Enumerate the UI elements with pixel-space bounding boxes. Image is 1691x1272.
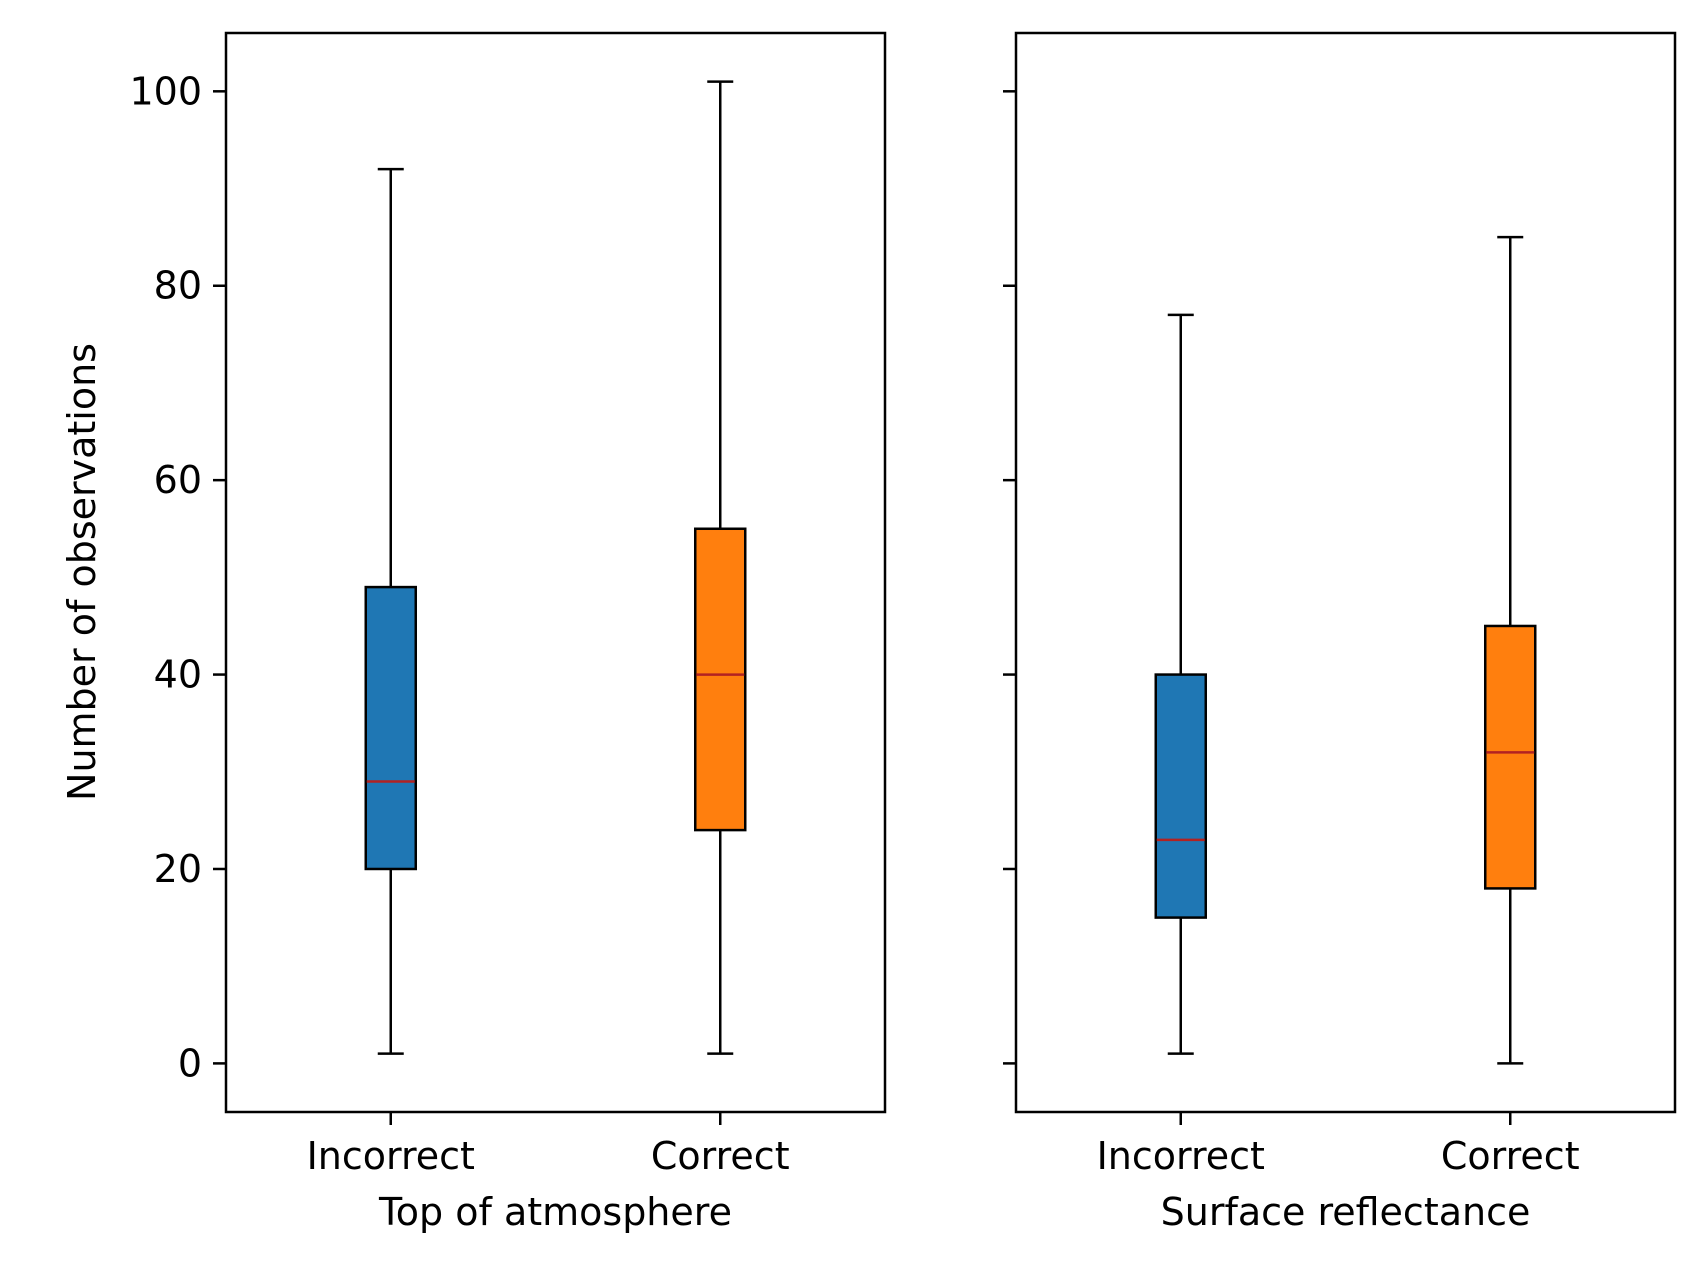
panel-frame [224, 31, 887, 1114]
x-axis-label: Surface reflectance [1161, 1190, 1531, 1234]
panel-frame [1014, 31, 1677, 1114]
x-tick-label: Incorrect [307, 1134, 475, 1178]
box-correct [1484, 624, 1537, 890]
box-incorrect [364, 585, 417, 871]
x-tick-label: Incorrect [1097, 1134, 1265, 1178]
box-incorrect [1154, 673, 1207, 919]
y-tick-label: 80 [154, 264, 202, 308]
y-axis-label: Number of observations [60, 343, 104, 801]
y-tick-label: 0 [178, 1041, 202, 1085]
x-axis-label: Top of atmosphere [378, 1190, 732, 1234]
x-tick-label: Correct [651, 1134, 790, 1178]
y-tick-label: 40 [154, 653, 202, 697]
y-tick-label: 100 [129, 69, 202, 113]
y-tick-label: 60 [154, 458, 202, 502]
box-correct [694, 527, 747, 832]
y-tick-label: 20 [154, 847, 202, 891]
x-tick-label: Correct [1441, 1134, 1580, 1178]
